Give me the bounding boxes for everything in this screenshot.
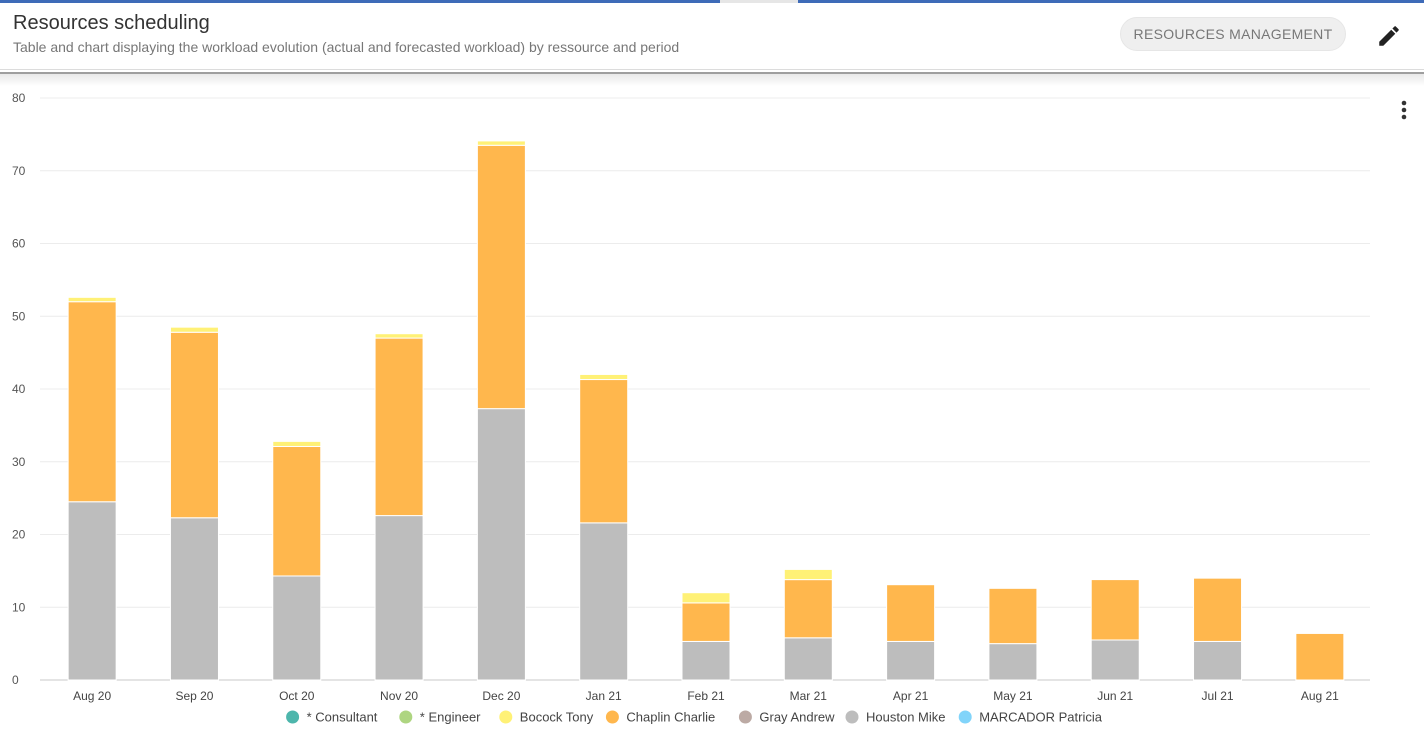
- legend-marker[interactable]: [399, 710, 413, 724]
- x-tick-label: Nov 20: [380, 689, 418, 703]
- bar-segment: [681, 592, 731, 604]
- legend-item-label[interactable]: Bocock Tony: [520, 710, 594, 725]
- x-tick-label: Feb 21: [687, 689, 725, 703]
- x-tick-label: Jun 21: [1097, 689, 1133, 703]
- page-title: Resources scheduling: [13, 12, 210, 34]
- x-tick-label: Jul 21: [1202, 689, 1234, 703]
- x-tick-label: Oct 20: [279, 689, 315, 703]
- bar-segment: [579, 373, 629, 381]
- bar-segment: [1090, 579, 1140, 641]
- y-tick-label: 40: [12, 382, 26, 396]
- x-tick-label: Sep 20: [175, 689, 213, 703]
- bar-segment: [169, 326, 219, 333]
- bar-segment: [272, 445, 322, 577]
- x-tick-label: May 21: [993, 689, 1033, 703]
- legend-item-label[interactable]: * Engineer: [420, 710, 481, 725]
- bar-segment: [579, 522, 629, 681]
- header-shadow: [0, 74, 1424, 86]
- x-tick-label: Aug 21: [1301, 689, 1339, 703]
- top-accent-tab: [720, 0, 798, 3]
- bar-segment: [886, 584, 936, 642]
- bar-segment: [67, 296, 117, 303]
- legend-marker[interactable]: [958, 710, 972, 724]
- bar-segment: [681, 640, 731, 681]
- legend-item-label[interactable]: MARCADOR Patricia: [979, 710, 1103, 725]
- legend-marker[interactable]: [845, 710, 859, 724]
- legend-marker[interactable]: [499, 710, 513, 724]
- bar-segment: [1193, 640, 1243, 681]
- legend-marker[interactable]: [286, 710, 300, 724]
- y-tick-label: 20: [12, 528, 26, 542]
- bar-segment: [1193, 577, 1243, 642]
- bar-segment: [169, 517, 219, 681]
- legend-item-label[interactable]: Gray Andrew: [759, 710, 835, 725]
- y-tick-label: 60: [12, 237, 26, 251]
- bar-segment: [476, 408, 526, 681]
- y-tick-label: 30: [12, 455, 26, 469]
- bar-segment: [886, 640, 936, 681]
- legend-item-label[interactable]: Houston Mike: [866, 710, 945, 725]
- x-tick-label: Aug 20: [73, 689, 111, 703]
- bar-segment: [169, 331, 219, 519]
- header-divider: [0, 69, 1424, 70]
- bar-segment: [783, 579, 833, 639]
- more-vert-icon: [1401, 100, 1407, 120]
- page-header: Resources scheduling Table and chart dis…: [0, 3, 1424, 69]
- bar-segment: [272, 575, 322, 681]
- y-tick-label: 10: [12, 600, 26, 614]
- x-tick-label: Jan 21: [586, 689, 622, 703]
- edit-button[interactable]: [1376, 23, 1402, 49]
- bar-segment: [374, 333, 424, 339]
- bar-segment: [1090, 639, 1140, 681]
- bar-segment: [988, 587, 1038, 645]
- y-tick-label: 70: [12, 164, 26, 178]
- legend-item-label[interactable]: Chaplin Charlie: [626, 710, 715, 725]
- bar-segment: [272, 440, 322, 447]
- x-tick-label: Dec 20: [482, 689, 520, 703]
- page-subtitle: Table and chart displaying the workload …: [13, 39, 680, 55]
- x-tick-label: Apr 21: [893, 689, 929, 703]
- pencil-icon: [1379, 26, 1399, 46]
- bar-segment: [476, 144, 526, 410]
- y-tick-label: 80: [12, 91, 26, 105]
- top-accent-line: [0, 0, 1424, 3]
- legend-item-label[interactable]: * Consultant: [307, 710, 378, 725]
- x-tick-label: Mar 21: [790, 689, 828, 703]
- chart-menu-button[interactable]: [1394, 98, 1414, 122]
- resources-management-button[interactable]: RESOURCES MANAGEMENT: [1120, 17, 1346, 51]
- y-tick-label: 50: [12, 309, 26, 323]
- bar-segment: [783, 637, 833, 681]
- bar-segment: [374, 337, 424, 517]
- bar-segment: [988, 643, 1038, 681]
- bar-segment: [1295, 632, 1345, 681]
- legend-marker[interactable]: [738, 710, 752, 724]
- bar-segment: [67, 301, 117, 503]
- bar-segment: [681, 602, 731, 642]
- legend-marker[interactable]: [605, 710, 619, 724]
- bar-segment: [67, 501, 117, 681]
- bar-segment: [476, 140, 526, 146]
- header-shadow-line: [0, 72, 1424, 74]
- y-tick-label: 0: [12, 673, 19, 687]
- bar-segment: [579, 379, 629, 524]
- bar-segment: [783, 568, 833, 581]
- bar-segment: [374, 515, 424, 681]
